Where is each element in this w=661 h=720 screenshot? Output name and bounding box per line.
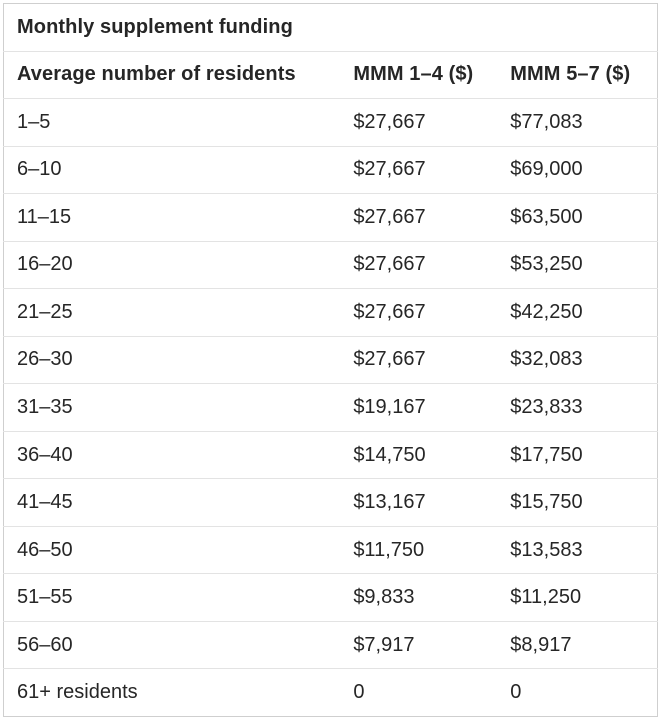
residents-range-cell: 56–60 xyxy=(3,620,341,669)
residents-range-cell: 51–55 xyxy=(3,573,341,622)
mmm-5-7-value-cell: $63,500 xyxy=(497,193,658,242)
table-header-row: Average number of residents MMM 1–4 ($) … xyxy=(3,50,658,99)
residents-range-cell: 26–30 xyxy=(3,335,341,384)
table-row: 56–60 $7,917 $8,917 xyxy=(3,620,658,669)
table-title: Monthly supplement funding xyxy=(17,15,293,38)
table-row: 1–5 $27,667 $77,083 xyxy=(3,98,658,147)
table-row: 26–30 $27,667 $32,083 xyxy=(3,335,658,384)
mmm-5-7-value-cell: $17,750 xyxy=(497,430,658,479)
mmm-1-4-value-cell: $27,667 xyxy=(340,98,498,147)
mmm-1-4-value-cell: 0 xyxy=(340,668,498,717)
residents-range-cell: 16–20 xyxy=(3,240,341,289)
mmm-1-4-value-cell: $13,167 xyxy=(340,478,498,527)
mmm-1-4-value-cell: $27,667 xyxy=(340,288,498,337)
table-row: 61+ residents 0 0 xyxy=(3,668,658,717)
table-row: 36–40 $14,750 $17,750 xyxy=(3,430,658,479)
column-header-mmm-1-4: MMM 1–4 ($) xyxy=(340,50,498,99)
mmm-5-7-value-cell: $11,250 xyxy=(497,573,658,622)
mmm-5-7-value-cell: $15,750 xyxy=(497,478,658,527)
mmm-1-4-value-cell: $14,750 xyxy=(340,430,498,479)
table-title-row: Monthly supplement funding xyxy=(4,4,658,52)
mmm-1-4-value-cell: $27,667 xyxy=(340,240,498,289)
mmm-1-4-value-cell: $27,667 xyxy=(340,193,498,242)
table-row: 31–35 $19,167 $23,833 xyxy=(3,383,658,432)
monthly-supplement-funding-table: Monthly supplement funding Average numbe… xyxy=(3,3,658,717)
residents-range-cell: 1–5 xyxy=(3,98,341,147)
residents-range-cell: 31–35 xyxy=(3,383,341,432)
mmm-1-4-value-cell: $11,750 xyxy=(340,525,498,574)
residents-range-cell: 36–40 xyxy=(3,430,341,479)
residents-range-cell: 11–15 xyxy=(3,193,341,242)
residents-range-cell: 6–10 xyxy=(3,145,341,194)
mmm-5-7-value-cell: $8,917 xyxy=(497,620,658,669)
table-row: 16–20 $27,667 $53,250 xyxy=(3,240,658,289)
mmm-5-7-value-cell: $77,083 xyxy=(497,98,658,147)
table-row: 21–25 $27,667 $42,250 xyxy=(3,288,658,337)
mmm-5-7-value-cell: 0 xyxy=(497,668,658,717)
residents-range-cell: 61+ residents xyxy=(3,668,341,717)
table-row: 41–45 $13,167 $15,750 xyxy=(3,478,658,527)
mmm-1-4-value-cell: $9,833 xyxy=(340,573,498,622)
residents-range-cell: 21–25 xyxy=(3,288,341,337)
table-row: 11–15 $27,667 $63,500 xyxy=(3,193,658,242)
mmm-5-7-value-cell: $53,250 xyxy=(497,240,658,289)
residents-range-cell: 41–45 xyxy=(3,478,341,527)
column-header-residents: Average number of residents xyxy=(3,50,341,99)
mmm-1-4-value-cell: $27,667 xyxy=(340,145,498,194)
mmm-5-7-value-cell: $13,583 xyxy=(497,525,658,574)
table-row: 6–10 $27,667 $69,000 xyxy=(3,145,658,194)
mmm-5-7-value-cell: $23,833 xyxy=(497,383,658,432)
table-row: 46–50 $11,750 $13,583 xyxy=(3,525,658,574)
column-header-mmm-5-7: MMM 5–7 ($) xyxy=(497,50,658,99)
mmm-5-7-value-cell: $69,000 xyxy=(497,145,658,194)
mmm-1-4-value-cell: $7,917 xyxy=(340,620,498,669)
table-row: 51–55 $9,833 $11,250 xyxy=(3,573,658,622)
mmm-5-7-value-cell: $42,250 xyxy=(497,288,658,337)
mmm-1-4-value-cell: $19,167 xyxy=(340,383,498,432)
residents-range-cell: 46–50 xyxy=(3,525,341,574)
mmm-1-4-value-cell: $27,667 xyxy=(340,335,498,384)
mmm-5-7-value-cell: $32,083 xyxy=(497,335,658,384)
